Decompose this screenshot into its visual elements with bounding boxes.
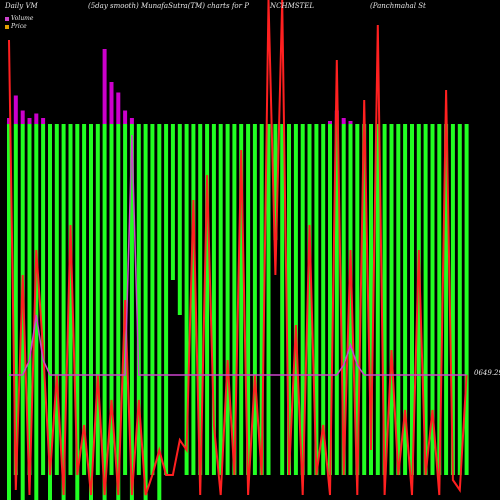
volume-spike-bar	[27, 118, 32, 124]
volume-bar	[136, 124, 141, 475]
daily-label: Daily	[5, 2, 24, 10]
volume-spike-bar	[7, 118, 11, 124]
volume-bar	[416, 124, 421, 475]
volume-bar	[150, 124, 155, 475]
chart-header-smooth: (5day smooth) MunafaSutra(TM) charts for…	[88, 2, 249, 10]
volume-spike-bar	[34, 113, 39, 124]
volume-bar	[225, 124, 230, 475]
volume-bar	[143, 124, 148, 500]
volume-bar	[259, 124, 264, 475]
legend-volume: Volume	[5, 15, 33, 22]
volume-bar	[273, 124, 278, 240]
volume-bar	[177, 124, 182, 315]
legend-price: Price	[5, 23, 27, 30]
volume-bar	[430, 124, 435, 475]
volume-bar	[239, 124, 244, 475]
volume-bar	[232, 124, 237, 475]
volume-bar	[48, 124, 52, 500]
volume-bar	[116, 124, 121, 500]
volume-bar	[205, 124, 210, 475]
volume-bar	[20, 124, 25, 500]
volume-bar	[198, 124, 203, 475]
volume-bar	[287, 124, 291, 475]
volume-bar	[27, 124, 32, 475]
volume-bar	[457, 124, 462, 475]
volume-bar	[61, 124, 66, 500]
volume-bar	[396, 124, 401, 475]
volume-bar	[129, 124, 134, 500]
volume-bar	[450, 124, 455, 475]
volume-bar	[369, 124, 373, 475]
volume-bar	[355, 124, 360, 475]
volume-bar	[300, 124, 305, 475]
volume-spike-bar	[328, 121, 332, 124]
volume-bar	[444, 124, 449, 475]
volume-spike-bar	[129, 118, 134, 124]
volume-bar	[403, 124, 408, 475]
volume-bar	[75, 124, 80, 500]
volume-spike-bar	[102, 49, 107, 124]
volume-bar	[410, 124, 414, 475]
volume-bar	[191, 124, 196, 475]
volume-bar	[382, 124, 387, 475]
volume-bar	[54, 124, 59, 475]
volume-bar	[211, 124, 216, 475]
volume-bar	[7, 124, 11, 500]
volume-spike-bar	[348, 121, 353, 124]
volume-bar	[68, 124, 73, 475]
volume-bar	[82, 124, 87, 475]
volume-bar	[41, 124, 46, 475]
volume-bar	[13, 124, 18, 475]
volume-bar	[328, 124, 332, 475]
volume-bar	[157, 124, 162, 500]
volume-spike-bar	[116, 92, 121, 124]
volume-bar	[348, 124, 353, 475]
volume-bar	[102, 124, 107, 500]
chart-header-company: (Panchmahal St	[370, 2, 426, 10]
volume-bar	[34, 124, 39, 500]
price-line	[8, 0, 468, 496]
volume-spike-bar	[123, 110, 128, 124]
volume-bar	[464, 124, 469, 475]
volume-bar	[321, 124, 326, 475]
volume-bar	[170, 124, 175, 280]
volume-bar	[109, 124, 114, 475]
volume-bar	[389, 124, 394, 475]
volume-spike-bar	[20, 110, 25, 124]
volume-bar	[314, 124, 319, 475]
volume-bar	[266, 124, 271, 475]
volume-bar	[307, 124, 312, 475]
volume-spike-bar	[109, 82, 114, 124]
volume-spike-bar	[41, 118, 46, 124]
volume-bar	[218, 124, 223, 475]
volume-bar	[437, 124, 442, 475]
volume-bar	[341, 124, 346, 475]
volume-spike-bar	[341, 118, 346, 124]
chart-header-daily: Daily VM	[5, 2, 38, 10]
legend-price-label: Price	[11, 23, 27, 30]
chart-header-symbol: NCHMSTEL	[270, 2, 314, 10]
legend-volume-label: Volume	[11, 15, 34, 22]
volume-bar	[89, 124, 93, 500]
volume-bar	[375, 124, 380, 475]
volume-bar	[280, 124, 285, 475]
legend-price-swatch	[5, 24, 9, 29]
volume-spike-bar	[13, 95, 18, 124]
volume-bar	[423, 124, 428, 475]
volume-bar	[334, 124, 339, 475]
legend-volume-swatch	[5, 16, 9, 21]
volume-bar	[293, 124, 298, 475]
volume-bar	[362, 124, 367, 475]
volume-bar	[95, 124, 100, 475]
volume-bar	[246, 124, 251, 475]
volume-bar	[252, 124, 257, 475]
vm-label: VM	[25, 2, 38, 10]
value-label: 0649.29	[474, 369, 500, 377]
volume-bar	[123, 124, 128, 475]
volume-bar	[184, 124, 189, 475]
smoothed-volume-line	[9, 134, 467, 376]
volume-bar	[164, 124, 169, 475]
